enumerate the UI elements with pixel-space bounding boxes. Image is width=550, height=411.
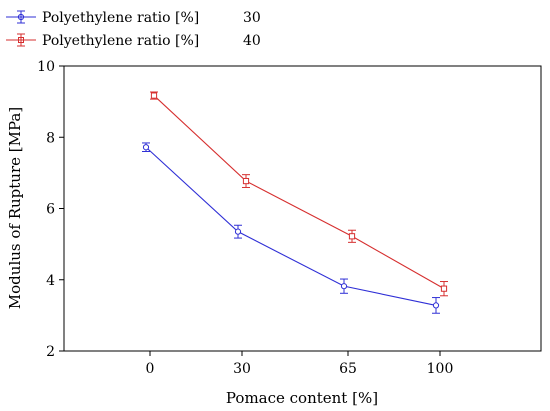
y-tick-label: 2 [46, 344, 55, 360]
data-point [432, 302, 440, 309]
data-point [440, 285, 448, 292]
legend: Polyethylene ratio [%] 30 Polyethylene r… [6, 10, 261, 49]
data-point [348, 233, 356, 240]
x-tick-label: 100 [427, 361, 454, 377]
y-tick-label: 10 [37, 59, 55, 75]
x-tick-label: 65 [339, 361, 357, 377]
y-tick-label: 6 [46, 202, 55, 218]
x-tick-label: 30 [233, 361, 251, 377]
series-2 [150, 91, 448, 297]
y-axis-label: Modulus of Rupture [MPa] [6, 107, 24, 309]
x-axis-label: Pomace content [%] [226, 389, 378, 407]
y-tick-label: 8 [46, 130, 55, 146]
data-point [142, 144, 150, 151]
x-tick-label: 0 [146, 361, 155, 377]
data-point [242, 177, 250, 185]
data-point [340, 283, 348, 290]
data-point [234, 228, 242, 235]
plot-frame [63, 65, 542, 352]
series-line [145, 146, 437, 306]
data-point [150, 92, 158, 99]
legend-square-marker [18, 37, 24, 43]
legend-item-series-2: Polyethylene ratio [%] 40 [6, 33, 261, 49]
y-tick-label: 4 [46, 273, 55, 289]
legend-value: 40 [243, 33, 261, 49]
legend-value: 30 [243, 10, 261, 26]
plot-series [142, 91, 448, 314]
legend-label: Polyethylene ratio [%] [42, 10, 199, 26]
series-line [153, 95, 445, 290]
legend-circle-marker [17, 13, 25, 21]
legend-item-series-1: Polyethylene ratio [%] 30 [6, 10, 261, 26]
legend-label: Polyethylene ratio [%] [42, 33, 199, 49]
series-1 [142, 142, 440, 314]
